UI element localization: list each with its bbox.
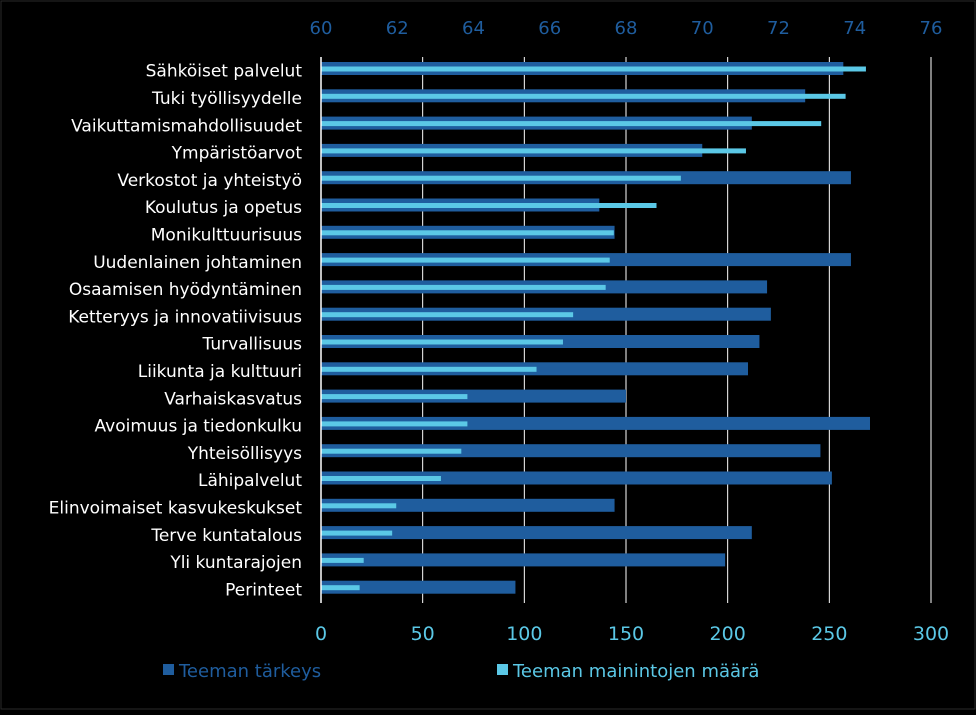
category-label-12: Varhaiskasvatus	[164, 389, 302, 409]
category-label-2: Vaikuttamismahdollisuudet	[71, 116, 302, 136]
top-axis-ticks: 60 62 64 66 68 70 72 74 76	[310, 18, 943, 39]
bar-importance-14	[321, 444, 821, 458]
top-tick-6: 72	[767, 18, 790, 39]
top-tick-3: 66	[538, 18, 561, 39]
top-tick-8: 76	[920, 18, 943, 39]
category-label-1: Tuki työllisyydelle	[151, 89, 302, 109]
top-tick-4: 68	[615, 18, 638, 39]
category-label-6: Monikulttuurisuus	[151, 225, 302, 245]
bar-mentions-1	[321, 93, 846, 99]
bar-mentions-14	[321, 448, 462, 454]
category-label-15: Lähipalvelut	[198, 471, 302, 491]
bottom-tick-4: 200	[710, 623, 746, 645]
top-tick-7: 74	[843, 18, 866, 39]
bar-mentions-10	[321, 339, 563, 345]
bar-mentions-13	[321, 421, 468, 427]
category-label-18: Yli kuntarajojen	[169, 553, 302, 573]
top-tick-5: 70	[691, 18, 714, 39]
bar-mentions-0	[321, 66, 866, 72]
category-label-17: Terve kuntatalous	[150, 526, 302, 546]
bar-mentions-12	[321, 394, 468, 400]
category-label-3: Ympäristöarvot	[171, 144, 303, 164]
bar-mentions-3	[321, 148, 746, 154]
legend: Teeman tärkeys Teeman mainintojen määrä	[163, 661, 759, 682]
bar-mentions-7	[321, 257, 610, 263]
bars	[320, 57, 870, 603]
bar-mentions-5	[321, 203, 657, 208]
bar-importance-19	[321, 580, 516, 594]
bar-importance-12	[321, 389, 626, 403]
bar-importance-18	[321, 553, 726, 567]
category-label-8: Osaamisen hyödyntäminen	[69, 280, 302, 300]
bar-mentions-6	[321, 230, 614, 236]
bar-mentions-16	[321, 503, 397, 509]
bottom-tick-6: 300	[913, 623, 949, 645]
bar-mentions-15	[321, 476, 441, 481]
category-label-16: Elinvoimaiset kasvukeskukset	[49, 498, 303, 518]
legend-label-1: Teeman mainintojen määrä	[512, 661, 759, 682]
category-label-19: Perinteet	[225, 580, 302, 600]
category-labels: Sähköiset palvelut Tuki työllisyydelle Vai…	[49, 62, 303, 601]
top-tick-0: 60	[310, 18, 333, 39]
bar-mentions-11	[321, 366, 537, 372]
bar-mentions-2	[321, 121, 822, 127]
category-label-13: Avoimuus ja tiedonkulku	[95, 417, 302, 437]
category-label-14: Yhteisöllisyys	[187, 444, 302, 464]
legend-swatch-1	[497, 664, 508, 675]
bottom-tick-5: 250	[811, 623, 847, 645]
category-label-9: Ketteryys ja innovatiivisuus	[68, 307, 302, 327]
category-label-4: Verkostot ja yhteistyö	[117, 171, 302, 191]
bar-mentions-8	[321, 284, 606, 290]
bottom-tick-2: 100	[506, 623, 542, 645]
category-label-11: Liikunta ja kulttuuri	[138, 362, 302, 382]
bar-importance-13	[321, 416, 870, 430]
category-label-7: Uudenlainen johtaminen	[93, 253, 302, 273]
category-label-5: Koulutus ja opetus	[145, 198, 302, 218]
bar-mentions-9	[321, 312, 574, 318]
bar-importance-17	[321, 526, 752, 540]
bottom-tick-0: 0	[315, 623, 327, 645]
bar-importance-15	[321, 471, 832, 485]
category-label-0: Sähköiset palvelut	[146, 62, 303, 82]
bottom-axis-ticks: 0 50 100 150 200 250 300	[315, 623, 949, 645]
bar-mentions-17	[321, 530, 393, 536]
bottom-tick-1: 50	[411, 623, 435, 645]
bar-mentions-19	[321, 585, 360, 591]
category-label-10: Turvallisuus	[202, 335, 303, 355]
top-tick-2: 64	[462, 18, 485, 39]
legend-label-0: Teeman tärkeys	[178, 661, 321, 682]
legend-swatch-0	[163, 664, 174, 675]
bar-mentions-18	[321, 557, 364, 563]
bottom-tick-3: 150	[608, 623, 644, 645]
bar-importance-16	[321, 498, 615, 512]
top-tick-1: 62	[386, 18, 409, 39]
bar-mentions-4	[321, 175, 681, 181]
